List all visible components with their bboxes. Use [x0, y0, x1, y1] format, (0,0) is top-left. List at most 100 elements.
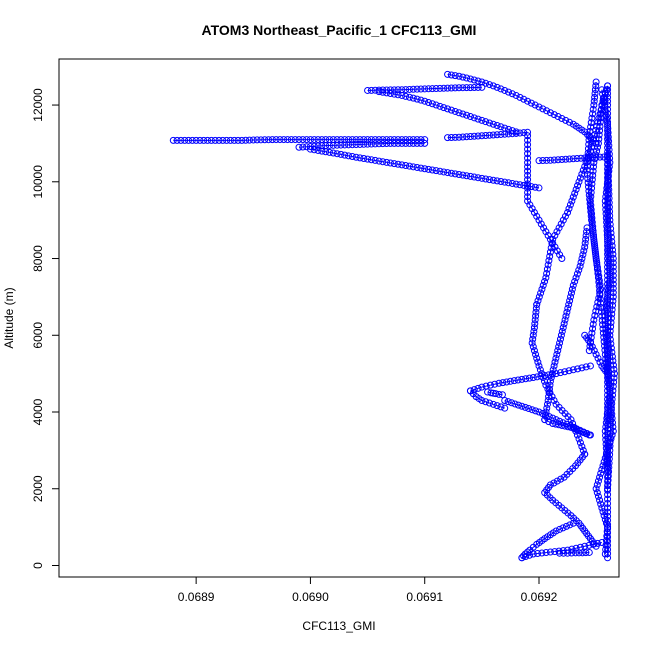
data-point	[582, 430, 590, 438]
data-point	[598, 316, 606, 324]
data-point	[585, 183, 593, 191]
data-point	[550, 111, 558, 119]
data-point	[432, 101, 440, 109]
data-point	[463, 74, 471, 82]
data-point	[582, 232, 590, 239]
data-point	[596, 358, 604, 366]
data-point	[421, 139, 429, 147]
data-point	[610, 365, 618, 373]
data-point	[455, 72, 463, 80]
data-point	[590, 237, 598, 245]
data-point	[576, 427, 584, 435]
data-point	[551, 548, 559, 556]
data-point	[608, 306, 616, 314]
data-point	[550, 156, 558, 164]
data-point	[574, 182, 582, 190]
data-point	[394, 139, 402, 147]
data-point	[386, 159, 394, 167]
data-point	[602, 519, 610, 527]
data-point	[538, 549, 546, 557]
data-point	[491, 380, 499, 388]
data-point	[548, 370, 556, 378]
trajectory-line	[527, 135, 563, 259]
data-point	[447, 71, 455, 79]
data-point	[597, 106, 605, 114]
data-point	[516, 129, 524, 137]
data-point	[604, 155, 612, 163]
x-tick-label: 0.0691	[406, 590, 443, 604]
data-point	[554, 113, 562, 121]
data-point	[586, 195, 594, 203]
data-point	[303, 136, 311, 144]
data-point	[409, 163, 417, 171]
data-point	[529, 335, 537, 343]
data-point	[556, 369, 564, 377]
data-point	[596, 473, 604, 481]
data-point	[524, 141, 532, 149]
data-point	[535, 362, 543, 370]
data-point	[535, 293, 543, 301]
data-point	[603, 410, 611, 418]
data-point	[360, 155, 368, 163]
data-point	[520, 95, 528, 103]
data-point	[562, 312, 570, 320]
data-point	[604, 533, 612, 541]
data-point	[550, 479, 558, 487]
data-point	[528, 406, 536, 414]
data-point	[606, 269, 614, 277]
data-point	[594, 354, 602, 362]
data-point	[598, 466, 606, 474]
data-point	[533, 373, 541, 381]
data-point	[455, 84, 463, 92]
data-point	[451, 170, 459, 178]
data-point	[506, 377, 514, 385]
data-point	[524, 163, 532, 171]
data-point	[571, 278, 579, 286]
data-point	[577, 258, 585, 266]
data-point	[470, 173, 478, 181]
data-point	[598, 102, 606, 110]
data-point	[582, 235, 590, 243]
data-point	[581, 154, 589, 162]
data-point	[394, 136, 402, 144]
data-point	[514, 401, 522, 409]
data-point	[609, 267, 617, 275]
data-point	[482, 398, 490, 406]
data-point	[556, 339, 564, 347]
data-point	[606, 336, 614, 344]
data-point	[572, 185, 580, 193]
data-point	[485, 119, 493, 127]
trajectory-line	[298, 142, 425, 148]
data-point	[200, 136, 208, 144]
data-point	[608, 237, 616, 245]
data-point	[607, 344, 615, 352]
data-point	[605, 282, 613, 290]
data-point	[402, 162, 410, 170]
data-point	[173, 136, 181, 144]
data-point	[590, 101, 598, 109]
data-point	[524, 184, 532, 192]
data-point	[532, 350, 540, 358]
data-point	[572, 274, 580, 282]
data-point	[592, 250, 600, 258]
data-point	[455, 133, 463, 141]
data-point	[371, 156, 379, 164]
data-point	[609, 423, 617, 431]
y-tick-label: 6000	[31, 322, 45, 349]
data-point	[510, 377, 518, 385]
data-point	[598, 312, 606, 320]
data-point	[444, 134, 452, 142]
data-point	[591, 312, 599, 320]
data-point	[559, 324, 567, 332]
data-point	[444, 70, 452, 78]
data-point	[606, 439, 614, 447]
data-point	[589, 171, 597, 179]
data-point	[529, 343, 537, 351]
data-point	[549, 414, 557, 422]
data-point	[588, 329, 596, 337]
data-point	[470, 84, 478, 92]
data-point	[605, 181, 613, 189]
data-point	[578, 549, 586, 557]
data-point	[367, 136, 375, 144]
data-point	[598, 538, 606, 546]
